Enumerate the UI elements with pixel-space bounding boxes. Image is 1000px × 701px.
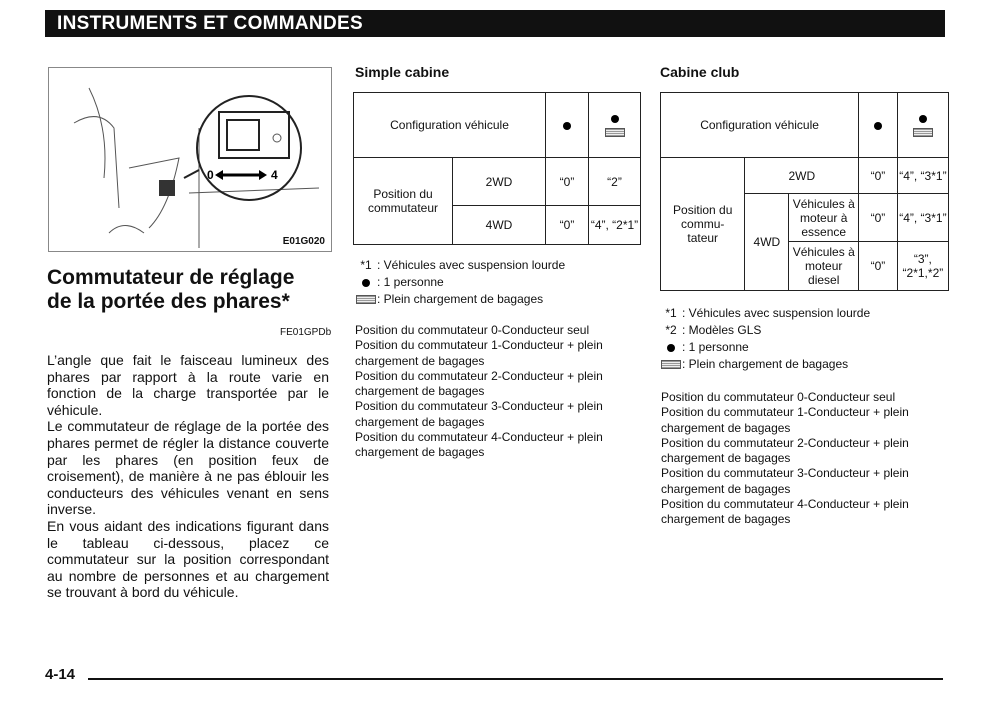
seat-diagram-loaded-icon xyxy=(588,92,641,158)
title-line: de la portée des phares* xyxy=(47,290,290,313)
page-number: 4-14 xyxy=(45,666,76,683)
legend-item: *1: Véhicules avec suspension lourde xyxy=(360,258,566,272)
title-line: Commutateur de réglage xyxy=(47,266,295,289)
seat-diagram-driver-icon xyxy=(545,92,589,158)
cell: “0” xyxy=(545,205,589,245)
person-dot-icon xyxy=(362,278,370,287)
cabine-club-title: Cabine club xyxy=(660,64,740,80)
cell: “3”, “2*1,*2” xyxy=(896,241,950,291)
cell: “0” xyxy=(858,193,898,242)
luggage-icon xyxy=(356,295,376,305)
cell: “4”, “3*1” xyxy=(896,193,950,242)
headlamp-switch-illustration: 0 4 E01G020 xyxy=(48,67,332,252)
cell: “0” xyxy=(545,157,589,206)
club-legend: *1: Véhicules avec suspension lourde *2:… xyxy=(660,305,870,373)
cell: “4”, “3*1” xyxy=(896,157,950,194)
position-label: Position du commu- tateur xyxy=(659,157,746,291)
row-label: 2WD xyxy=(744,157,860,194)
legend-item: : 1 personne xyxy=(355,274,565,291)
row-label: 2WD xyxy=(452,157,546,206)
seat-diagram-loaded-icon xyxy=(896,92,950,158)
figure-code: E01G020 xyxy=(282,236,325,247)
legend-item: *2: Modèles GLS xyxy=(665,323,762,337)
simple-cabine-title: Simple cabine xyxy=(355,64,450,80)
section-title: Commutateur de réglage de la portée des p… xyxy=(47,266,337,314)
legend-item: : Plein chargement de bagages xyxy=(660,356,870,373)
cell: “2” xyxy=(588,157,641,206)
position-label: Position du commutateur xyxy=(353,157,453,245)
dashboard-illustration: 0 4 xyxy=(73,87,320,248)
luggage-icon xyxy=(661,360,681,370)
cell: “0” xyxy=(858,157,898,194)
section-header: INSTRUMENTS ET COMMANDES xyxy=(45,10,945,37)
paragraph: L’angle que fait le faisceau lumineux de… xyxy=(47,352,329,418)
club-positions: Position du commutateur 0-Conducteur seu… xyxy=(661,390,909,527)
legend-item: : 1 personne xyxy=(660,339,870,356)
paragraph: Le commutateur de réglage de la portée d… xyxy=(47,418,329,518)
row-label: 4WD xyxy=(744,193,790,291)
paragraph: En vous aidant des indications figurant … xyxy=(47,517,329,601)
config-header: Configuration véhicule xyxy=(353,92,546,158)
person-dot-icon xyxy=(667,343,675,352)
legend-item: : Plein chargement de bagages xyxy=(355,291,565,308)
legend-item: *1: Véhicules avec suspension lourde xyxy=(665,306,871,320)
section-code: FE01GPDb xyxy=(280,327,332,338)
row-label: 4WD xyxy=(452,205,546,245)
cell: “0” xyxy=(858,241,898,291)
range-max-label: 4 xyxy=(271,168,278,182)
cell: “4”, “2*1” xyxy=(588,205,641,245)
simple-legend: *1: Véhicules avec suspension lourde : 1… xyxy=(355,257,565,308)
config-header: Configuration véhicule xyxy=(659,92,860,158)
seat-diagram-driver-icon xyxy=(858,92,898,158)
row-label: Véhicules à moteur à essence xyxy=(788,193,860,242)
row-label: Véhicules à moteur diesel xyxy=(788,241,860,291)
cabine-club-table: Configuration véhicule Position du commu… xyxy=(659,92,950,291)
range-min-label: 0 xyxy=(207,168,214,182)
footer-rule xyxy=(88,678,943,680)
simple-cabine-table: Configuration véhicule Position du commu… xyxy=(353,92,641,245)
body-text: L’angle que fait le faisceau lumineux de… xyxy=(47,352,329,601)
header-title: INSTRUMENTS ET COMMANDES xyxy=(57,13,363,34)
simple-positions: Position du commutateur 0-Conducteur seu… xyxy=(355,323,603,460)
